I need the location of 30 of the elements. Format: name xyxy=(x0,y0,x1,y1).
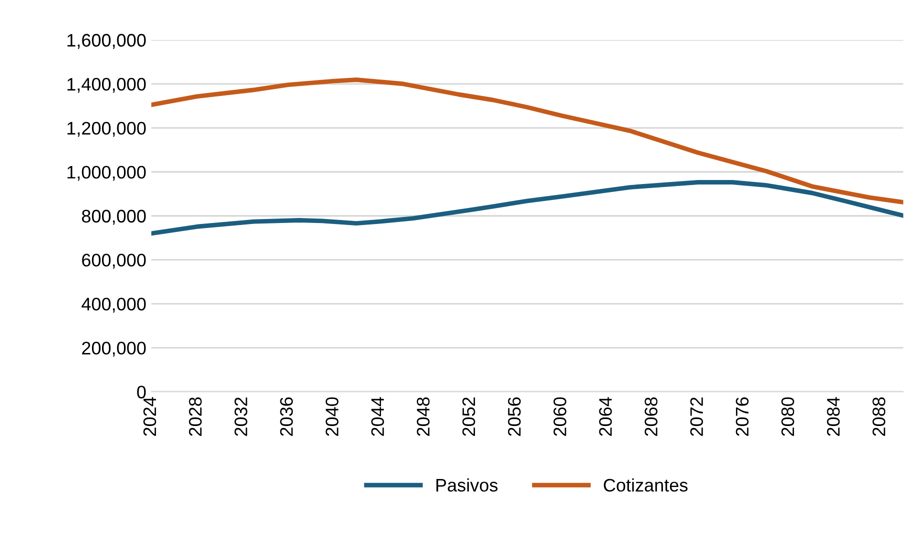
y-tick-label: 1,200,000 xyxy=(68,122,146,137)
legend-label: Pasivos xyxy=(436,478,498,492)
x-tick-label: 2056 xyxy=(508,397,521,436)
x-tick-label: 2028 xyxy=(188,397,202,436)
y-tick-label: 400,000 xyxy=(82,298,146,313)
legend-label: Cotizantes xyxy=(604,478,688,492)
y-tick-label: 1,400,000 xyxy=(68,78,146,93)
y-tick-label: 0 xyxy=(137,386,146,398)
x-tick-label: 2072 xyxy=(690,398,704,436)
y-tick-label: 1,600,000 xyxy=(68,34,146,49)
x-tick-label: 2040 xyxy=(326,397,338,436)
x-tick-label: 2064 xyxy=(599,397,612,436)
x-tick-label: 2024 xyxy=(143,397,156,436)
x-tick-label: 2076 xyxy=(736,397,749,436)
y-tick-label: 200,000 xyxy=(82,342,146,357)
x-tick-label: 2052 xyxy=(462,398,476,436)
x-tick-label: 2036 xyxy=(280,397,293,436)
y-tick-label: 1,000,000 xyxy=(68,166,146,181)
x-tick-label: 2068 xyxy=(644,397,658,436)
line-series xyxy=(151,78,904,204)
x-tick-label: 2060 xyxy=(554,397,566,436)
x-tick-label: 2080 xyxy=(781,397,794,436)
x-tick-label: 2084 xyxy=(826,397,840,436)
x-tick-label: 2048 xyxy=(416,397,430,436)
x-tick-label: 2032 xyxy=(234,398,248,436)
y-tick-label: 600,000 xyxy=(82,254,146,269)
y-tick-label: 800,000 xyxy=(82,210,146,225)
line-series xyxy=(151,180,904,236)
x-tick-label: 2088 xyxy=(872,397,886,436)
x-tick-label: 2044 xyxy=(371,397,384,436)
